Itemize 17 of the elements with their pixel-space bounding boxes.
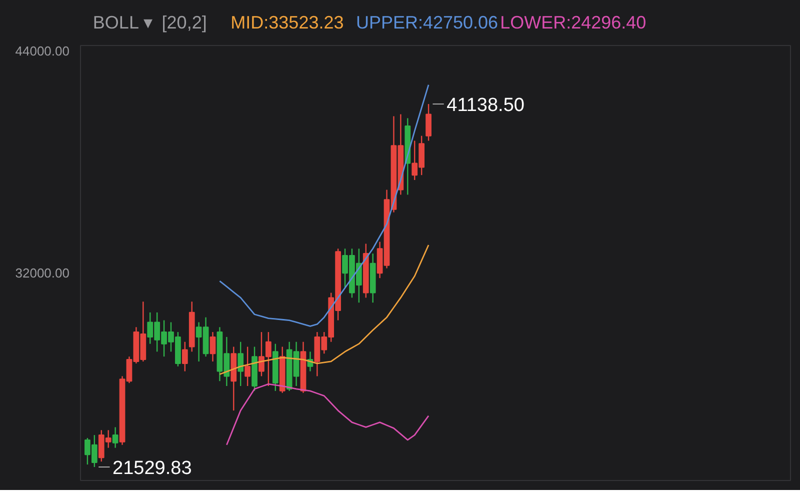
- text: UPPER:42750.06: [356, 12, 498, 32]
- y-tick-label: 44000.00: [15, 44, 70, 59]
- text: 41138.50: [446, 95, 524, 116]
- candlestick: [182, 341, 188, 372]
- line-series: [226, 383, 430, 446]
- candlestick: [426, 103, 432, 142]
- candlestick: [112, 426, 118, 448]
- text: MID:33523.23: [230, 12, 344, 32]
- text: BOLL ▾: [92, 12, 152, 32]
- y-tick-label: 32000.00: [15, 266, 70, 281]
- line-series: [219, 84, 430, 327]
- candlestick: [238, 341, 244, 387]
- text: [20,2]: [162, 12, 207, 32]
- text: LOWER:24296.40: [500, 12, 646, 32]
- candlestick: [244, 346, 250, 387]
- annotation: 21529.83: [112, 458, 192, 479]
- candlestick: [210, 331, 216, 362]
